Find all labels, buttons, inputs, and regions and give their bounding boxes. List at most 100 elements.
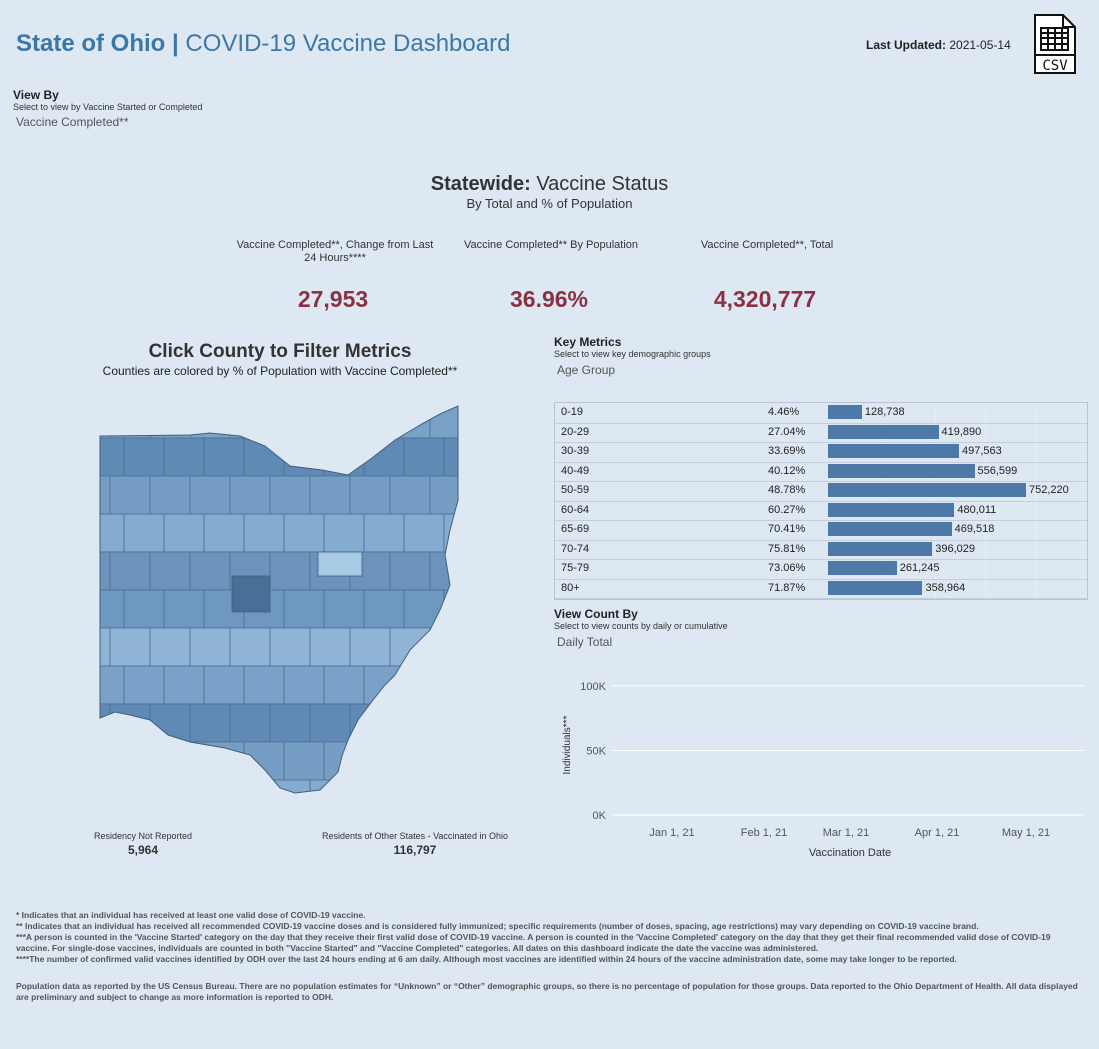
county-shape[interactable]: [229, 627, 271, 667]
county-shape[interactable]: [163, 513, 205, 553]
county-shape[interactable]: [443, 513, 470, 553]
county-shape[interactable]: [389, 551, 431, 591]
county-shape[interactable]: [203, 513, 245, 553]
county-shape[interactable]: [229, 400, 271, 439]
county-shape[interactable]: [189, 475, 231, 515]
county-shape[interactable]: [149, 779, 191, 800]
county-shape[interactable]: [229, 779, 271, 800]
county-shape[interactable]: [243, 741, 285, 781]
county-shape[interactable]: [109, 475, 151, 515]
county-shape[interactable]: [123, 513, 165, 553]
county-shape[interactable]: [283, 513, 325, 553]
county-shape[interactable]: [189, 703, 231, 743]
county-shape[interactable]: [323, 437, 365, 477]
county-shape[interactable]: [317, 551, 363, 577]
age-row-40-49[interactable]: 40-49 40.12% 556,599: [555, 462, 1087, 482]
county-shape[interactable]: [109, 627, 151, 667]
county-shape[interactable]: [269, 627, 311, 667]
county-shape[interactable]: [90, 665, 125, 705]
county-shape[interactable]: [349, 475, 391, 515]
age-row-60-64[interactable]: 60-64 60.27% 480,011: [555, 501, 1087, 521]
county-shape[interactable]: [90, 779, 111, 800]
view-count-select[interactable]: Daily Total: [557, 635, 613, 649]
county-shape[interactable]: [90, 400, 111, 439]
county-shape[interactable]: [109, 400, 151, 439]
county-shape[interactable]: [429, 627, 470, 667]
county-shape[interactable]: [389, 475, 431, 515]
county-shape[interactable]: [189, 627, 231, 667]
age-row-75-79[interactable]: 75-79 73.06% 261,245: [555, 559, 1087, 580]
csv-download-icon[interactable]: CSV: [1033, 13, 1077, 75]
county-shape[interactable]: [163, 665, 205, 705]
county-shape[interactable]: [323, 589, 365, 629]
county-shape[interactable]: [363, 513, 405, 553]
county-shape[interactable]: [363, 665, 405, 705]
county-shape[interactable]: [163, 741, 205, 781]
ohio-county-map[interactable]: [90, 400, 470, 800]
county-shape[interactable]: [149, 475, 191, 515]
county-shape[interactable]: [109, 703, 151, 743]
county-shape[interactable]: [443, 665, 470, 705]
view-by-select[interactable]: Vaccine Completed**: [16, 115, 129, 129]
age-row-70-74[interactable]: 70-74 75.81% 396,029: [555, 540, 1087, 560]
age-row-80+[interactable]: 80+ 71.87% 358,964: [555, 579, 1087, 599]
age-row-20-29[interactable]: 20-29 27.04% 419,890: [555, 423, 1087, 443]
county-shape[interactable]: [389, 400, 431, 439]
age-row-30-39[interactable]: 30-39 33.69% 497,563: [555, 442, 1087, 463]
county-shape[interactable]: [363, 437, 405, 477]
county-shape[interactable]: [90, 513, 125, 553]
county-shape[interactable]: [283, 589, 325, 629]
county-shapes[interactable]: [90, 400, 470, 800]
county-shape[interactable]: [123, 741, 165, 781]
age-group-bar[interactable]: [828, 502, 955, 517]
county-shape[interactable]: [149, 703, 191, 743]
county-shape[interactable]: [349, 400, 391, 439]
county-shape[interactable]: [429, 703, 470, 743]
county-shape[interactable]: [149, 400, 191, 439]
county-shape[interactable]: [123, 437, 165, 477]
county-shape[interactable]: [309, 400, 351, 439]
county-shape[interactable]: [231, 575, 271, 613]
county-shape[interactable]: [269, 475, 311, 515]
county-shape[interactable]: [309, 703, 351, 743]
county-shape[interactable]: [123, 665, 165, 705]
county-shape[interactable]: [363, 589, 405, 629]
county-shape[interactable]: [323, 513, 365, 553]
county-shape[interactable]: [243, 665, 285, 705]
county-shape[interactable]: [349, 627, 391, 667]
county-shape[interactable]: [90, 437, 125, 477]
county-shape[interactable]: [403, 437, 445, 477]
age-group-bar[interactable]: [828, 483, 1026, 497]
county-shape[interactable]: [443, 589, 470, 629]
county-shape[interactable]: [269, 551, 311, 591]
county-shape[interactable]: [389, 703, 431, 743]
county-shape[interactable]: [189, 779, 231, 800]
county-shape[interactable]: [403, 665, 445, 705]
county-shape[interactable]: [109, 779, 151, 800]
county-shape[interactable]: [443, 437, 470, 477]
county-shape[interactable]: [123, 589, 165, 629]
county-shape[interactable]: [163, 589, 205, 629]
county-shape[interactable]: [403, 513, 445, 553]
county-shape[interactable]: [243, 513, 285, 553]
county-shape[interactable]: [389, 627, 431, 667]
county-shape[interactable]: [309, 475, 351, 515]
county-shape[interactable]: [283, 741, 325, 781]
county-shape[interactable]: [403, 589, 445, 629]
county-shape[interactable]: [90, 741, 125, 781]
age-group-bar[interactable]: [828, 424, 939, 439]
county-shape[interactable]: [443, 741, 470, 781]
county-shape[interactable]: [389, 779, 431, 800]
county-shape[interactable]: [149, 551, 191, 591]
county-shape[interactable]: [309, 627, 351, 667]
age-row-50-59[interactable]: 50-59 48.78% 752,220: [555, 481, 1087, 502]
age-group-bar[interactable]: [828, 522, 952, 536]
county-shape[interactable]: [323, 665, 365, 705]
county-shape[interactable]: [269, 703, 311, 743]
county-shape[interactable]: [109, 551, 151, 591]
county-shape[interactable]: [229, 475, 271, 515]
county-shape[interactable]: [229, 703, 271, 743]
county-shape[interactable]: [323, 741, 365, 781]
county-shape[interactable]: [363, 741, 405, 781]
county-shape[interactable]: [203, 665, 245, 705]
